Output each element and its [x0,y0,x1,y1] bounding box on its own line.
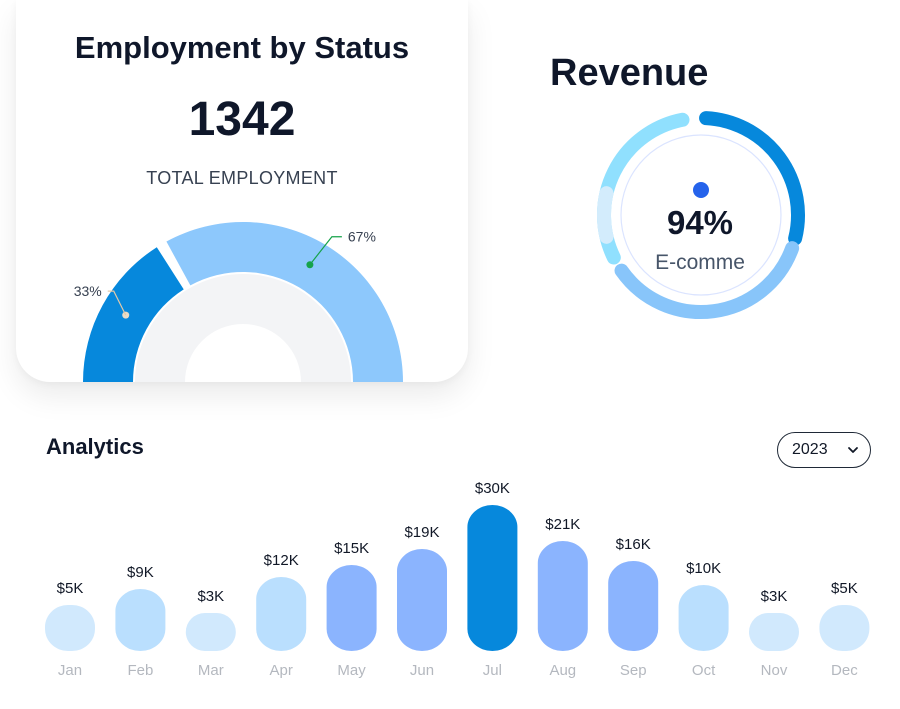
bar-value-label: $3K [761,588,788,605]
slice-label: 67% [348,229,376,245]
bar-value-label: $30K [475,480,510,497]
month-label: Nov [761,662,788,679]
employment-donut-chart: 33% 67% [74,221,403,382]
bar-value-label: $9K [127,564,154,581]
bar [749,613,799,651]
bar-value-label: $21K [545,516,580,533]
bar [397,549,447,651]
bar-value-label: $15K [334,540,369,557]
total-employment-value: 1342 [188,93,296,146]
year-select[interactable]: 2023 [777,432,871,468]
bar [678,585,729,651]
revenue-arc-pale [597,186,614,244]
month-label: Apr [270,662,293,679]
month-label: Mar [198,662,224,679]
bar [608,561,659,651]
month-label: Sep [620,662,647,679]
bar-value-label: $19K [404,524,439,541]
revenue-title: Revenue [550,52,709,94]
leader-line [309,236,342,266]
employment-card: Employment by Status 1342 TOTAL EMPLOYME… [16,0,468,382]
bar [256,577,307,651]
month-label: Feb [127,662,153,679]
leader-line [107,290,127,316]
month-label: Jun [410,662,434,679]
bar-value-label: $10K [686,560,721,577]
month-label: Jul [483,662,502,679]
bar-value-label: $5K [57,580,84,597]
slice-label: 33% [74,283,102,299]
month-label: Jan [58,662,82,679]
bar-value-label: $12K [264,552,299,569]
bar [819,605,870,651]
bar [467,505,518,651]
bar-value-label: $5K [831,580,858,597]
revenue-value: 94% [666,204,734,241]
donut-inner-hole [185,324,301,382]
bar [537,541,588,651]
donut-slice [83,247,184,382]
month-label: May [337,662,366,679]
revenue-dot [693,182,709,198]
total-employment-label: TOTAL EMPLOYMENT [146,168,338,188]
bar-value-label: $16K [616,536,651,553]
revenue-label: E-comme [655,251,745,274]
bar-value-label: $3K [197,588,224,605]
year-select-value: 2023 [792,441,828,458]
bar [115,589,166,651]
month-label: Dec [831,662,858,679]
bar [185,613,236,651]
month-label: Oct [692,662,716,679]
month-label: Aug [549,662,576,679]
bar [45,605,95,651]
chevron-down-icon [848,447,858,453]
analytics-title: Analytics [46,434,144,459]
bar [326,565,377,651]
donut-slice [166,221,403,382]
employment-title: Employment by Status [74,30,410,65]
